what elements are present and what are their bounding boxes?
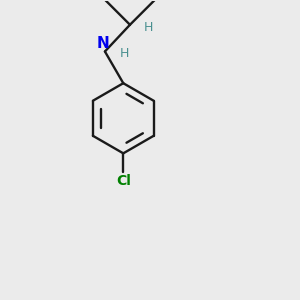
Text: H: H [144, 21, 153, 34]
Text: Cl: Cl [116, 174, 131, 188]
Text: N: N [97, 36, 110, 51]
Text: H: H [120, 47, 129, 60]
